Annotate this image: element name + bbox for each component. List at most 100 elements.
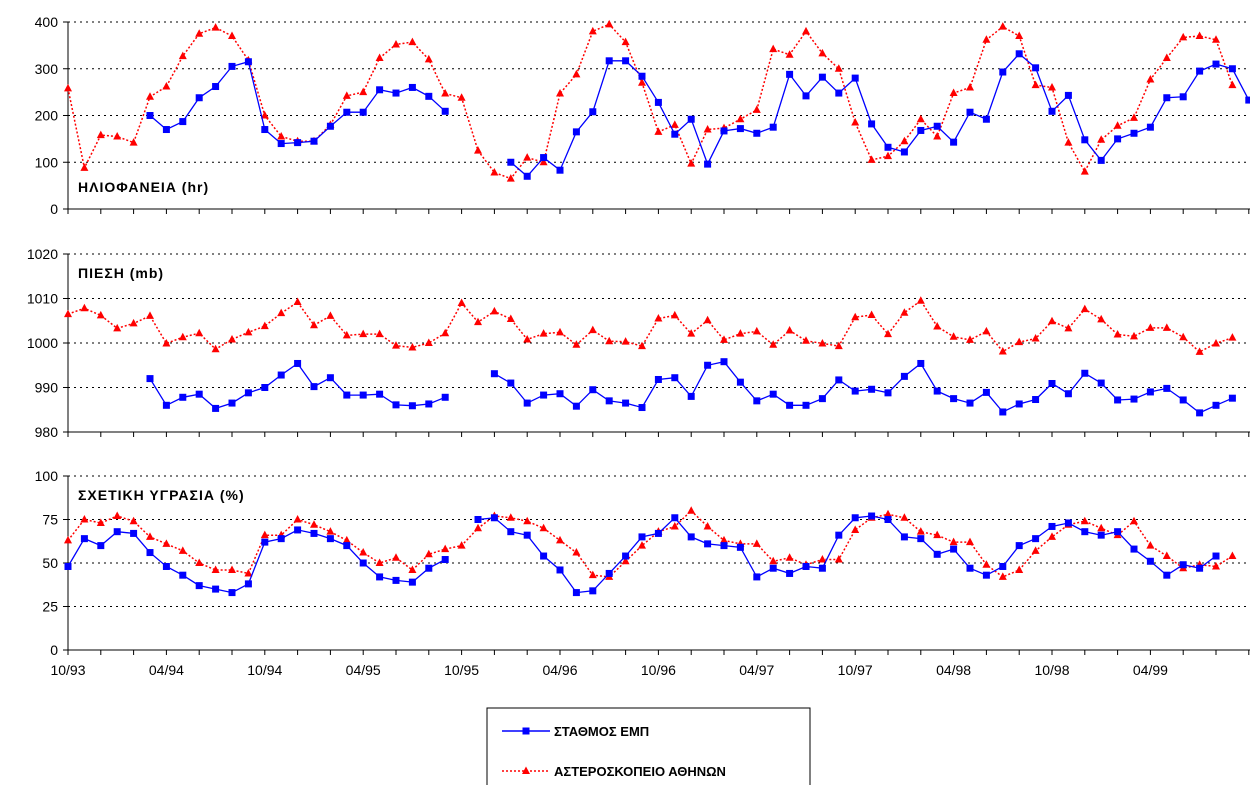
data-point-emp [704, 361, 712, 369]
data-point-observatory [441, 328, 450, 337]
data-point-emp [1163, 94, 1171, 102]
data-point-observatory [982, 35, 991, 43]
data-point-emp [868, 120, 876, 128]
data-point-observatory [1228, 80, 1237, 89]
data-point-observatory [916, 114, 925, 123]
data-point-observatory [605, 336, 614, 345]
panel-2: 980 990 1000 1010 1020 ΠΙΕΣΗ (mb) [27, 246, 1250, 440]
data-point-emp [868, 512, 876, 520]
data-point-observatory [982, 560, 991, 568]
x-tick-label: 10/96 [641, 662, 676, 678]
data-point-observatory [244, 327, 253, 336]
data-point-emp [540, 154, 548, 162]
data-point-observatory [1179, 332, 1188, 341]
data-point-emp [343, 391, 351, 399]
data-point-observatory [244, 568, 253, 577]
data-point-observatory [1146, 323, 1155, 331]
data-point-emp [1114, 135, 1122, 143]
data-point-observatory [277, 132, 286, 140]
data-point-emp [1114, 528, 1122, 536]
data-point-emp [605, 397, 613, 405]
data-point-emp [589, 386, 597, 394]
data-point-observatory [539, 523, 548, 532]
data-point-observatory [818, 48, 827, 57]
data-point-emp [376, 390, 384, 398]
data-point-observatory [900, 308, 909, 316]
data-point-observatory [802, 26, 810, 35]
data-point-observatory [490, 168, 499, 176]
data-point-observatory [129, 138, 138, 146]
panel-label: ΠΙΕΣΗ (mb) [78, 265, 164, 281]
data-point-observatory [342, 91, 351, 99]
data-point-emp [523, 172, 531, 180]
data-point-observatory [638, 541, 646, 549]
data-point-emp [376, 86, 384, 94]
data-point-emp [408, 578, 416, 586]
data-point-observatory [867, 155, 876, 163]
data-point-observatory [228, 565, 236, 573]
data-point-emp [113, 528, 121, 536]
data-point-emp [1130, 129, 1138, 137]
data-point-observatory [310, 520, 318, 528]
data-point-emp [786, 401, 794, 409]
data-point-emp [917, 126, 925, 134]
data-point-emp [343, 108, 351, 116]
data-point-observatory [260, 111, 269, 119]
data-point-observatory [572, 340, 581, 348]
data-point-emp [704, 160, 712, 168]
data-point-observatory [769, 44, 778, 53]
y-tick-label: 25 [42, 599, 58, 615]
data-point-observatory [1113, 121, 1122, 129]
data-point-observatory [490, 306, 499, 315]
data-point-emp [933, 387, 941, 395]
data-point-observatory [769, 556, 778, 565]
data-point-emp [1032, 396, 1040, 404]
y-tick-label: 300 [35, 61, 59, 77]
data-point-emp [966, 399, 974, 407]
data-point-emp [835, 89, 843, 97]
data-point-observatory [195, 558, 204, 566]
data-point-emp [507, 528, 515, 536]
data-point-emp [1179, 561, 1187, 569]
data-point-emp [704, 540, 712, 548]
data-point-emp [261, 538, 269, 546]
data-point-observatory [178, 546, 187, 554]
legend-marker-observatory [522, 766, 530, 774]
data-point-emp [917, 535, 925, 543]
data-point-emp [261, 384, 269, 391]
data-point-emp [1245, 96, 1250, 104]
data-point-emp [146, 112, 154, 119]
data-point-emp [474, 516, 482, 523]
data-point-observatory [638, 341, 646, 350]
y-tick-label: 400 [35, 14, 59, 30]
data-point-emp [572, 128, 580, 136]
data-point-emp [376, 573, 384, 581]
y-tick-label: 1010 [27, 291, 58, 307]
data-point-observatory [359, 329, 368, 338]
panel-3: 0 25 50 75 100 ΣΧΕΤΙΚΗ ΥΓΡΑΣΙΑ (%) [35, 468, 1250, 658]
series-observatory [64, 296, 1237, 355]
data-point-observatory [474, 317, 482, 326]
data-point-emp [1146, 388, 1154, 396]
data-point-emp [1097, 156, 1105, 164]
data-point-observatory [211, 565, 220, 573]
data-point-observatory [1015, 31, 1024, 40]
data-point-observatory [785, 326, 794, 334]
data-point-emp [228, 62, 236, 70]
data-point-emp [950, 395, 958, 403]
data-point-observatory [359, 87, 368, 96]
data-point-observatory [457, 298, 466, 306]
data-point-observatory [506, 174, 515, 182]
data-point-emp [687, 392, 695, 400]
data-point-emp [1146, 123, 1154, 131]
data-point-emp [294, 359, 302, 367]
chart-legend: ΣΤΑΘΜΟΣ ΕΜΠ ΑΣΤΕΡΟΣΚΟΠΕΙΟ ΑΘΗΝΩΝ [486, 707, 811, 785]
data-point-observatory [359, 548, 368, 556]
legend-label-emp: ΣΤΑΘΜΟΣ ΕΜΠ [554, 724, 649, 739]
data-point-emp [294, 139, 302, 147]
data-point-observatory [113, 132, 122, 140]
data-point-observatory [523, 516, 532, 525]
data-point-observatory [1048, 82, 1056, 91]
data-point-observatory [834, 555, 843, 563]
